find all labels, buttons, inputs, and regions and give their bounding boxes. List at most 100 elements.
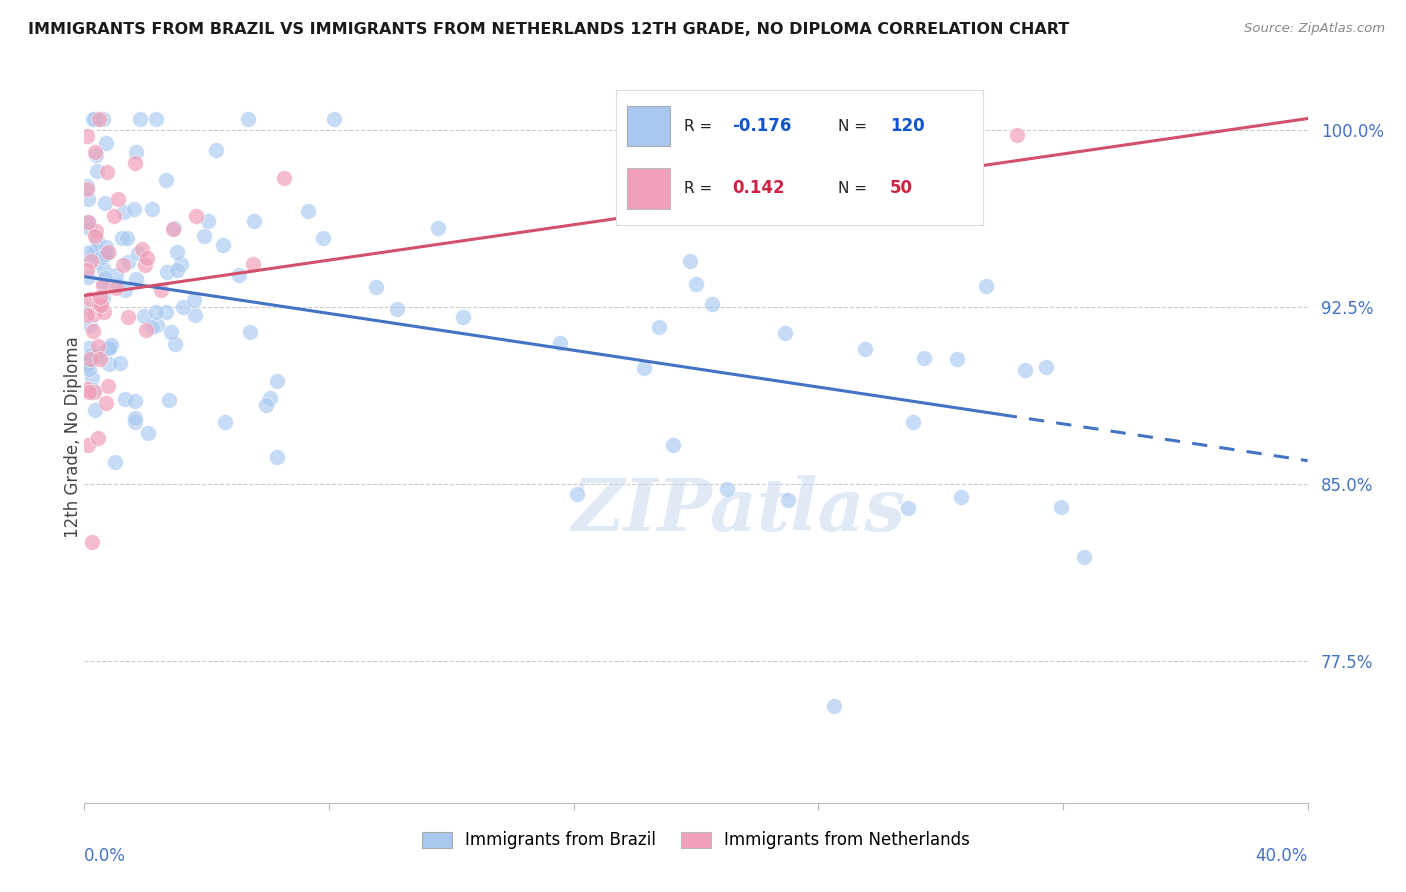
Point: [1073, 549, 1095, 564]
Point: [259, 391, 281, 405]
Point: [145, 112, 167, 126]
Point: [83, 384, 105, 399]
Point: [97, 341, 120, 355]
Text: IMMIGRANTS FROM BRAZIL VS IMMIGRANTS FROM NETHERLANDS 12TH GRADE, NO DIPLOMA COR: IMMIGRANTS FROM BRAZIL VS IMMIGRANTS FRO…: [28, 22, 1070, 37]
Point: [96, 247, 118, 261]
Point: [89, 290, 111, 304]
Point: [136, 425, 159, 440]
Point: [93, 248, 115, 262]
Point: [239, 326, 262, 340]
Text: 40.0%: 40.0%: [1256, 847, 1308, 865]
Point: [141, 319, 163, 334]
Point: [89, 112, 111, 126]
Point: [77, 192, 100, 206]
Point: [117, 231, 139, 245]
Point: [184, 309, 207, 323]
Point: [134, 259, 156, 273]
Point: [76, 179, 98, 194]
Point: [76, 262, 98, 277]
Point: [76, 357, 98, 371]
Point: [183, 293, 205, 308]
Point: [124, 415, 146, 429]
Point: [112, 258, 135, 272]
Point: [80, 348, 103, 362]
Point: [97, 244, 120, 259]
Point: [76, 269, 98, 284]
Point: [426, 220, 449, 235]
Point: [90, 346, 112, 360]
Point: [149, 283, 172, 297]
Point: [127, 245, 149, 260]
Point: [662, 438, 685, 452]
Point: [80, 253, 103, 268]
Point: [823, 699, 845, 714]
Point: [242, 257, 264, 271]
Point: [97, 357, 120, 371]
Point: [205, 143, 228, 157]
Point: [186, 209, 208, 223]
Point: [76, 356, 98, 370]
Point: [76, 182, 98, 196]
Point: [79, 221, 101, 235]
Point: [94, 196, 117, 211]
Point: [79, 318, 101, 332]
Point: [165, 336, 187, 351]
Point: [633, 360, 655, 375]
Point: [93, 277, 115, 292]
Point: [87, 339, 110, 353]
Point: [648, 319, 671, 334]
Point: [80, 371, 103, 385]
Legend: Immigrants from Brazil, Immigrants from Netherlands: Immigrants from Brazil, Immigrants from …: [422, 831, 970, 849]
Point: [716, 482, 738, 496]
Point: [266, 375, 288, 389]
Point: [97, 378, 120, 392]
Point: [82, 384, 104, 398]
Point: [84, 255, 107, 269]
Point: [827, 191, 849, 205]
Point: [1014, 362, 1036, 376]
Point: [104, 281, 127, 295]
Point: [141, 202, 163, 217]
Point: [82, 112, 104, 126]
Point: [124, 393, 146, 408]
Point: [273, 171, 295, 186]
Point: [93, 263, 115, 277]
Point: [94, 271, 117, 285]
Point: [172, 300, 194, 314]
Point: [162, 221, 184, 235]
Point: [100, 338, 122, 352]
Point: [114, 392, 136, 406]
Point: [86, 244, 108, 258]
Point: [107, 277, 129, 292]
Point: [945, 352, 967, 367]
Point: [83, 243, 105, 257]
Point: [297, 203, 319, 218]
Point: [623, 135, 645, 149]
Point: [98, 340, 121, 354]
Y-axis label: 12th Grade, No Diploma: 12th Grade, No Diploma: [65, 336, 82, 538]
Point: [84, 228, 107, 243]
Point: [773, 326, 796, 341]
Point: [77, 362, 100, 376]
Point: [157, 392, 180, 407]
Point: [565, 487, 588, 501]
Point: [76, 302, 98, 317]
Point: [122, 202, 145, 217]
Point: [107, 192, 129, 206]
Point: [76, 128, 98, 143]
Point: [76, 382, 98, 396]
Point: [87, 297, 110, 311]
Point: [155, 264, 177, 278]
Point: [166, 244, 188, 259]
Point: [125, 145, 148, 159]
Point: [166, 263, 188, 277]
Point: [91, 275, 114, 289]
Point: [212, 237, 235, 252]
Point: [86, 163, 108, 178]
Point: [114, 283, 136, 297]
Point: [111, 230, 134, 244]
Point: [105, 268, 128, 282]
Point: [214, 416, 236, 430]
Point: [86, 234, 108, 248]
Point: [108, 356, 131, 370]
